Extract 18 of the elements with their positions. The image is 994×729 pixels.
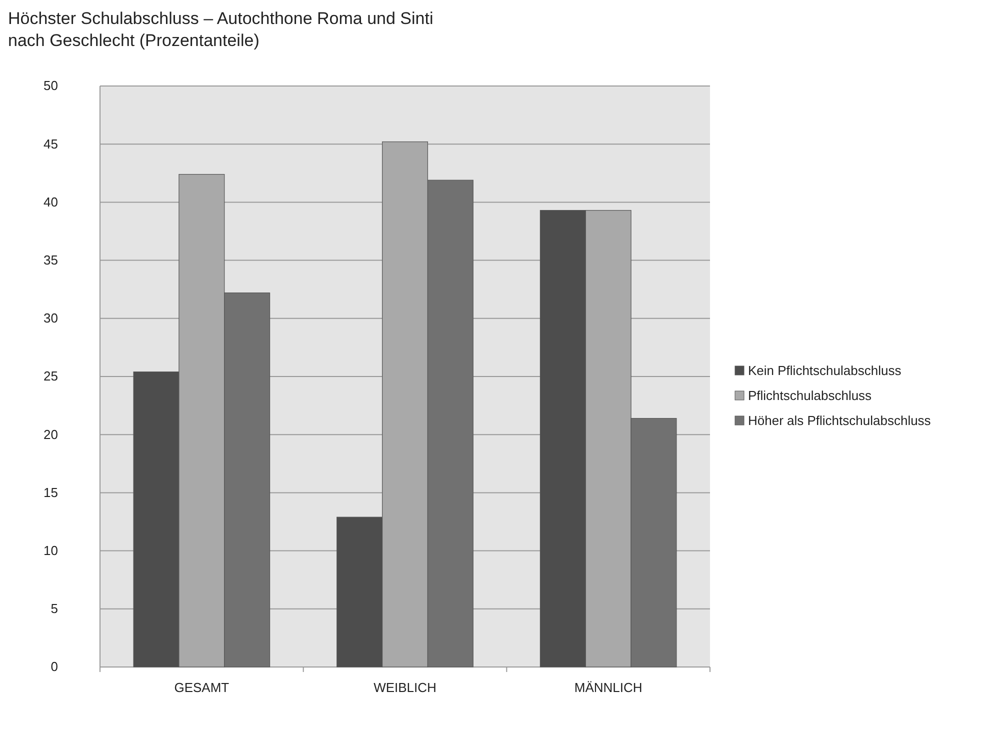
legend-label: Höher als Pflichtschulabschluss [748,413,932,428]
legend-label: Kein Pflichtschulabschluss [748,363,902,378]
x-tick-label: WEIBLICH [374,680,436,696]
y-tick-label: 20 [44,426,58,442]
y-tick-label: 30 [44,310,58,326]
y-tick-label: 0 [50,659,58,674]
y-tick-label: 35 [44,252,58,268]
y-tick-label: 40 [44,194,58,210]
x-tick-label: MÄNNLICH [574,680,642,696]
chart-title: Höchster Schulabschluss – Autochthone Roma und Sinti nach Geschlecht (Prozentanteile) [8,9,434,50]
y-tick-label: 50 [44,78,58,94]
y-tick-label: 45 [44,136,58,152]
x-tick-label: GESAMT [174,680,230,696]
legend-label: Pflichtschulabschluss [748,388,872,403]
y-tick-label: 10 [44,542,58,558]
y-tick-label: 25 [44,368,58,384]
y-tick-label: 5 [50,601,58,616]
y-tick-label: 15 [44,484,58,500]
